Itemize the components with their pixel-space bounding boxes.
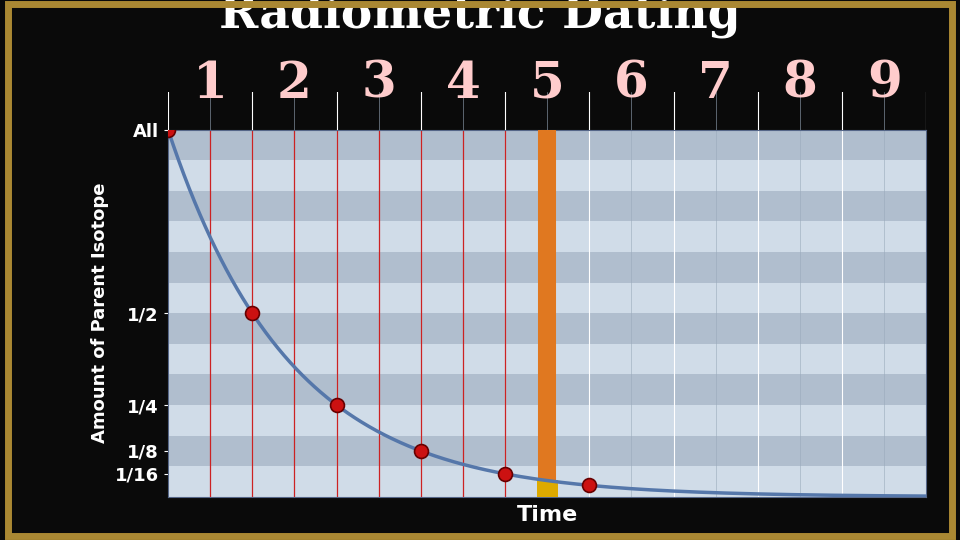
- Text: 2: 2: [277, 60, 312, 109]
- Bar: [168, 344, 926, 374]
- Bar: [168, 282, 926, 313]
- Text: 1: 1: [193, 60, 228, 109]
- Text: Radiometric Dating: Radiometric Dating: [219, 0, 741, 38]
- Bar: [168, 313, 926, 344]
- Bar: [168, 252, 926, 282]
- Bar: [168, 191, 926, 221]
- Bar: [168, 130, 926, 160]
- Bar: [168, 405, 926, 436]
- Bar: [537, 480, 558, 497]
- Text: 7: 7: [698, 60, 733, 109]
- Text: 9: 9: [867, 60, 901, 109]
- Y-axis label: Amount of Parent Isotope: Amount of Parent Isotope: [91, 183, 109, 443]
- Text: 5: 5: [530, 60, 564, 109]
- X-axis label: Time: Time: [516, 505, 578, 525]
- Text: 8: 8: [782, 60, 817, 109]
- Bar: [168, 221, 926, 252]
- Bar: [168, 160, 926, 191]
- Text: 6: 6: [614, 60, 649, 109]
- Bar: [168, 436, 926, 466]
- Bar: [168, 374, 926, 405]
- Text: 3: 3: [361, 60, 396, 109]
- Text: 4: 4: [445, 60, 480, 109]
- Bar: [168, 466, 926, 497]
